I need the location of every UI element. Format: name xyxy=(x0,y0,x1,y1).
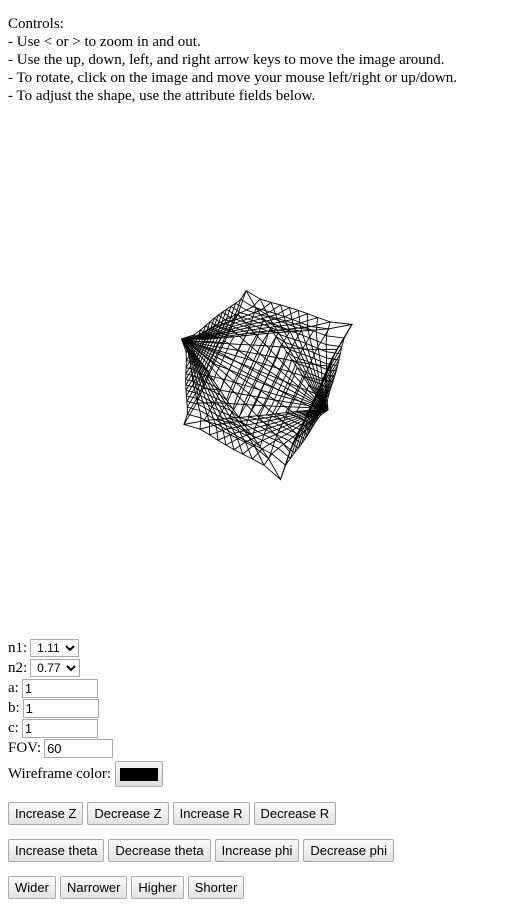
b-input[interactable] xyxy=(23,699,99,718)
instructions-heading: Controls: xyxy=(8,15,457,33)
fov-row: FOV: xyxy=(8,738,163,758)
wireframe-color-swatch xyxy=(120,768,158,781)
fov-input[interactable] xyxy=(44,739,113,758)
n2-label: n2: xyxy=(8,660,27,677)
c-row: c: xyxy=(8,718,163,738)
instructions-adjust: - To adjust the shape, use the attribute… xyxy=(8,87,457,105)
increase-z-button[interactable]: Increase Z xyxy=(8,802,83,825)
button-row-angles: Increase theta Decrease theta Increase p… xyxy=(8,839,394,862)
decrease-z-button[interactable]: Decrease Z xyxy=(87,802,168,825)
wireframe-color-row: Wireframe color: xyxy=(8,759,163,789)
n2-select[interactable]: 0.77 xyxy=(30,659,80,677)
button-row-zr: Increase Z Decrease Z Increase R Decreas… xyxy=(8,802,336,825)
n2-row: n2: 0.77 xyxy=(8,658,163,678)
b-label: b: xyxy=(8,700,20,717)
instructions: Controls: - Use < or > to zoom in and ou… xyxy=(8,15,457,105)
c-input[interactable] xyxy=(22,719,98,738)
instructions-zoom: - Use < or > to zoom in and out. xyxy=(8,33,457,51)
n1-row: n1: 1.11 xyxy=(8,638,163,658)
fov-label: FOV: xyxy=(8,740,41,757)
decrease-theta-button[interactable]: Decrease theta xyxy=(108,839,210,862)
a-input[interactable] xyxy=(22,679,98,698)
narrower-button[interactable]: Narrower xyxy=(60,876,127,899)
n1-select[interactable]: 1.11 xyxy=(30,639,79,657)
n1-label: n1: xyxy=(8,640,27,657)
instructions-rotate: - To rotate, click on the image and move… xyxy=(8,69,457,87)
increase-theta-button[interactable]: Increase theta xyxy=(8,839,104,862)
attribute-form: n1: 1.11 n2: 0.77 a: b: c: FOV: Wirefram… xyxy=(8,638,163,789)
a-label: a: xyxy=(8,680,19,697)
instructions-move: - Use the up, down, left, and right arro… xyxy=(8,51,457,69)
shorter-button[interactable]: Shorter xyxy=(188,876,245,899)
a-row: a: xyxy=(8,678,163,698)
increase-phi-button[interactable]: Increase phi xyxy=(215,839,300,862)
wireframe-color-picker[interactable] xyxy=(115,761,163,787)
supershape-wireframe xyxy=(182,291,353,480)
b-row: b: xyxy=(8,698,163,718)
wireframe-longitude-line xyxy=(182,310,329,410)
wider-button[interactable]: Wider xyxy=(8,876,56,899)
decrease-phi-button[interactable]: Decrease phi xyxy=(303,839,394,862)
c-label: c: xyxy=(8,720,19,737)
wireframe-canvas[interactable] xyxy=(0,108,521,638)
decrease-r-button[interactable]: Decrease R xyxy=(254,802,337,825)
higher-button[interactable]: Higher xyxy=(131,876,183,899)
button-row-size: Wider Narrower Higher Shorter xyxy=(8,876,244,899)
increase-r-button[interactable]: Increase R xyxy=(173,802,250,825)
wireframe-color-label: Wireframe color: xyxy=(8,766,111,783)
